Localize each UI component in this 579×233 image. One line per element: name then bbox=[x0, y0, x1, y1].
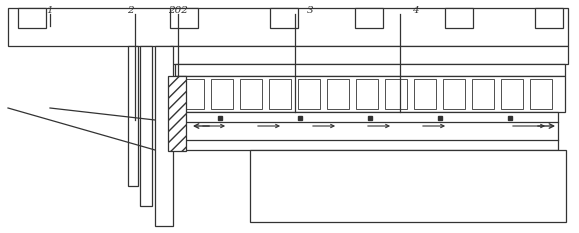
Text: 2: 2 bbox=[127, 6, 133, 15]
Bar bbox=[298, 79, 320, 109]
Bar bbox=[355, 8, 383, 28]
Text: 202: 202 bbox=[168, 6, 188, 15]
Bar bbox=[170, 46, 568, 64]
Text: 1: 1 bbox=[47, 6, 53, 15]
Bar bbox=[170, 8, 198, 28]
Bar bbox=[445, 8, 473, 28]
Bar bbox=[385, 79, 407, 109]
Text: 4: 4 bbox=[412, 6, 418, 15]
Bar bbox=[327, 79, 349, 109]
Bar bbox=[240, 79, 262, 109]
Bar bbox=[250, 150, 566, 222]
Bar bbox=[128, 46, 138, 186]
Text: 3: 3 bbox=[307, 6, 313, 15]
Bar bbox=[472, 79, 494, 109]
Bar bbox=[530, 79, 552, 109]
Bar bbox=[168, 76, 186, 151]
Bar bbox=[414, 79, 436, 109]
Bar bbox=[211, 79, 233, 109]
Bar bbox=[270, 8, 298, 28]
Bar bbox=[443, 79, 465, 109]
Bar bbox=[18, 8, 46, 28]
Bar bbox=[8, 8, 568, 46]
Bar bbox=[140, 46, 152, 206]
Bar bbox=[175, 76, 565, 112]
Bar bbox=[182, 79, 204, 109]
Bar bbox=[535, 8, 563, 28]
Bar bbox=[155, 46, 173, 226]
Bar bbox=[356, 79, 378, 109]
Bar bbox=[501, 79, 523, 109]
Bar bbox=[175, 64, 565, 76]
Bar bbox=[182, 112, 558, 150]
Bar bbox=[269, 79, 291, 109]
